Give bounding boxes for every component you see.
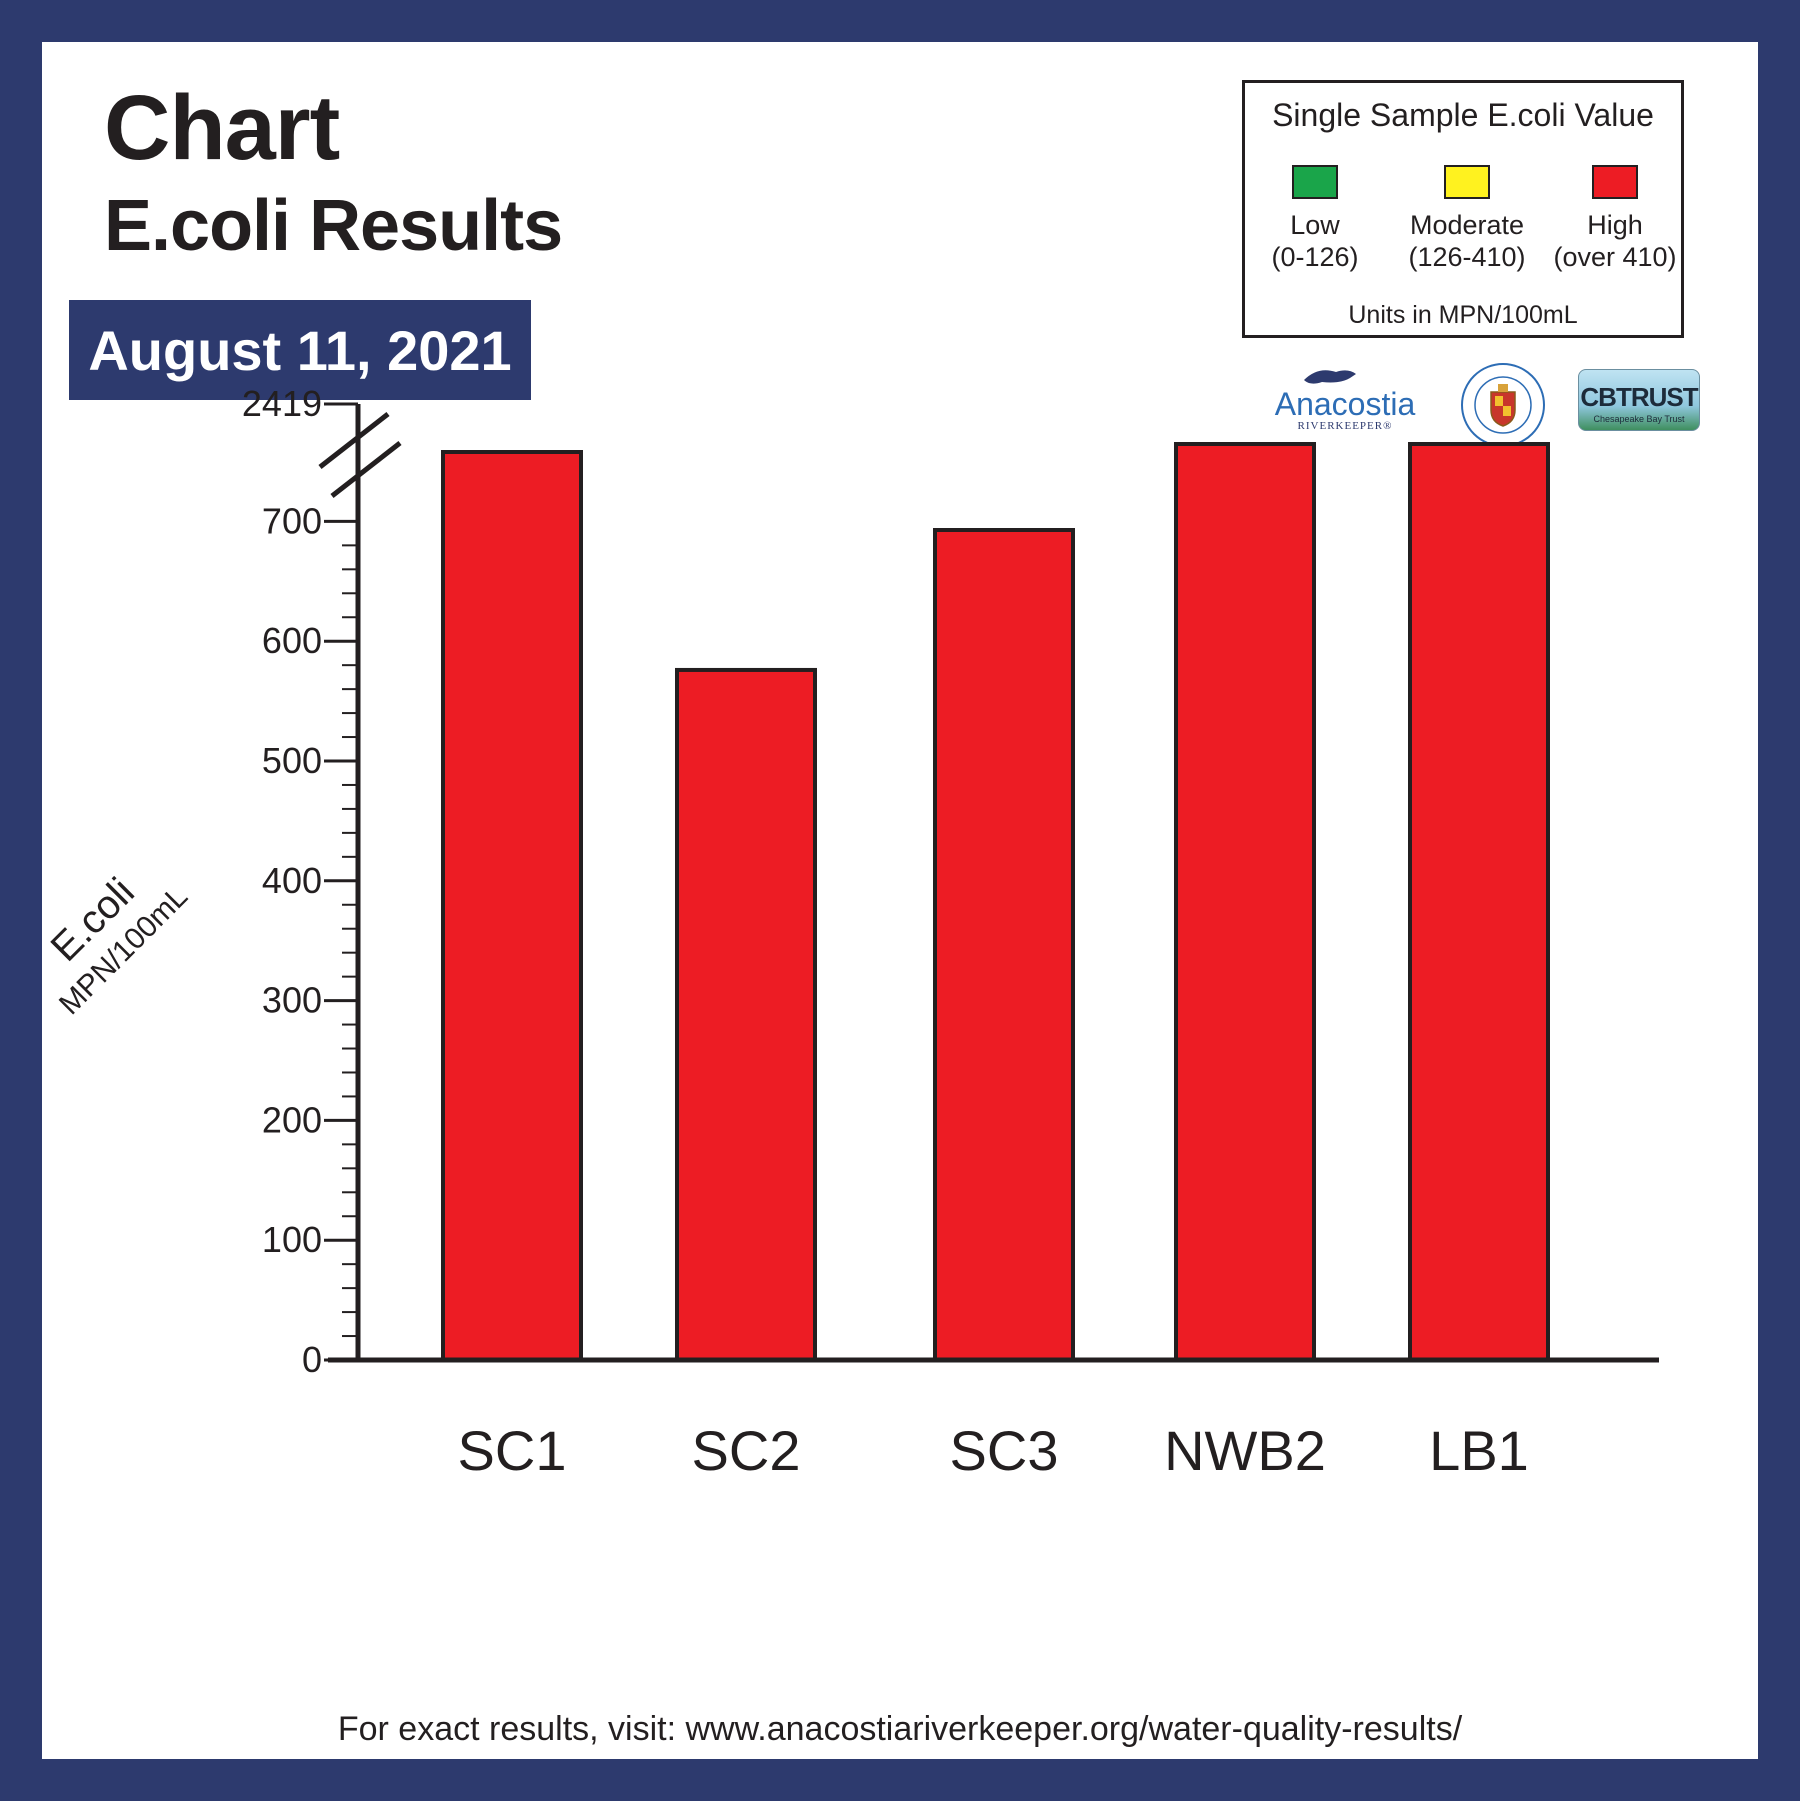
x-tick-label-lb1: LB1 xyxy=(1429,1419,1529,1482)
fish-icon xyxy=(1304,370,1356,384)
y-tick-label: 300 xyxy=(262,980,322,1021)
x-axis-labels: SC1 SC2 SC3 NWB2 LB1 xyxy=(458,1419,1529,1482)
x-tick-label-nwb2: NWB2 xyxy=(1164,1419,1326,1482)
y-axis-ticks: 0 100 200 300 400 500 600 700 2419 xyxy=(242,383,358,1380)
y-tick-label: 700 xyxy=(262,500,322,541)
x-tick-label-sc1: SC1 xyxy=(458,1419,567,1482)
legend-range-low: (0-126) xyxy=(1271,242,1359,273)
y-tick-label: 200 xyxy=(262,1099,322,1140)
legend-label-moderate: Moderate xyxy=(1409,210,1525,240)
sponsor-logos: Anacostia RIVERKEEPER® CBTRUST Chesapeak… xyxy=(1260,363,1700,447)
bar-chart: 0 100 200 300 400 500 600 700 2419 E.coli MPN/10… xyxy=(43,383,1659,1482)
montgomery-county-seal xyxy=(1460,362,1546,448)
y-tick-label: 400 xyxy=(262,860,322,901)
y-tick-label: 100 xyxy=(262,1219,322,1260)
legend-label-low: Low xyxy=(1290,210,1340,240)
legend-swatch-moderate xyxy=(1444,165,1490,199)
y-tick-label: 2419 xyxy=(242,383,322,424)
cbtrust-logo-text: CBTRUST xyxy=(1580,382,1698,412)
cbtrust-logo-subtext: Chesapeake Bay Trust xyxy=(1593,414,1685,424)
anacostia-riverkeeper-logo: Anacostia RIVERKEEPER® xyxy=(1260,364,1430,444)
chart-subtitle: E.coli Results xyxy=(104,186,563,266)
legend-range-high: (over 410) xyxy=(1553,242,1677,273)
legend: Single Sample E.coli Value Low (0-126) M… xyxy=(1242,80,1684,338)
anacostia-logo-text: Anacostia xyxy=(1274,386,1416,422)
legend-range-moderate: (126-410) xyxy=(1408,242,1526,273)
y-axis-label: E.coli MPN/100mL xyxy=(43,870,195,1022)
legend-title: Single Sample E.coli Value xyxy=(1272,97,1654,133)
legend-item-moderate: Moderate (126-410) xyxy=(1397,165,1537,274)
chart-title: Chart xyxy=(104,77,340,179)
bar-nwb2 xyxy=(1174,442,1316,1362)
x-tick-label-sc2: SC2 xyxy=(692,1419,801,1482)
legend-swatch-low xyxy=(1292,165,1338,199)
y-tick-label: 0 xyxy=(302,1339,322,1380)
bar-sc1 xyxy=(441,450,583,1362)
legend-label-high: High xyxy=(1587,210,1643,240)
bar-sc3 xyxy=(933,528,1075,1362)
footer-note: For exact results, visit: www.anacostiar… xyxy=(337,1710,1463,1748)
y-tick-label: 600 xyxy=(262,620,322,661)
cbtrust-logo: CBTRUST Chesapeake Bay Trust xyxy=(1578,369,1700,431)
legend-item-low: Low (0-126) xyxy=(1245,165,1385,274)
x-tick-label-sc3: SC3 xyxy=(950,1419,1059,1482)
legend-swatch-high xyxy=(1592,165,1638,199)
y-tick-label: 500 xyxy=(262,740,322,781)
bar-sc2 xyxy=(675,667,817,1362)
date-badge: August 11, 2021 xyxy=(69,300,531,400)
legend-units: Units in MPN/100mL xyxy=(1348,301,1578,329)
anacostia-logo-subtext: RIVERKEEPER® xyxy=(1297,420,1393,432)
chart-frame: Chart E.coli Results August 11, 2021 Sin… xyxy=(42,42,1758,1759)
bars xyxy=(441,442,1550,1362)
axis-break-mark xyxy=(318,412,402,498)
bar-lb1 xyxy=(1408,442,1550,1362)
legend-item-high: High (over 410) xyxy=(1545,165,1685,274)
